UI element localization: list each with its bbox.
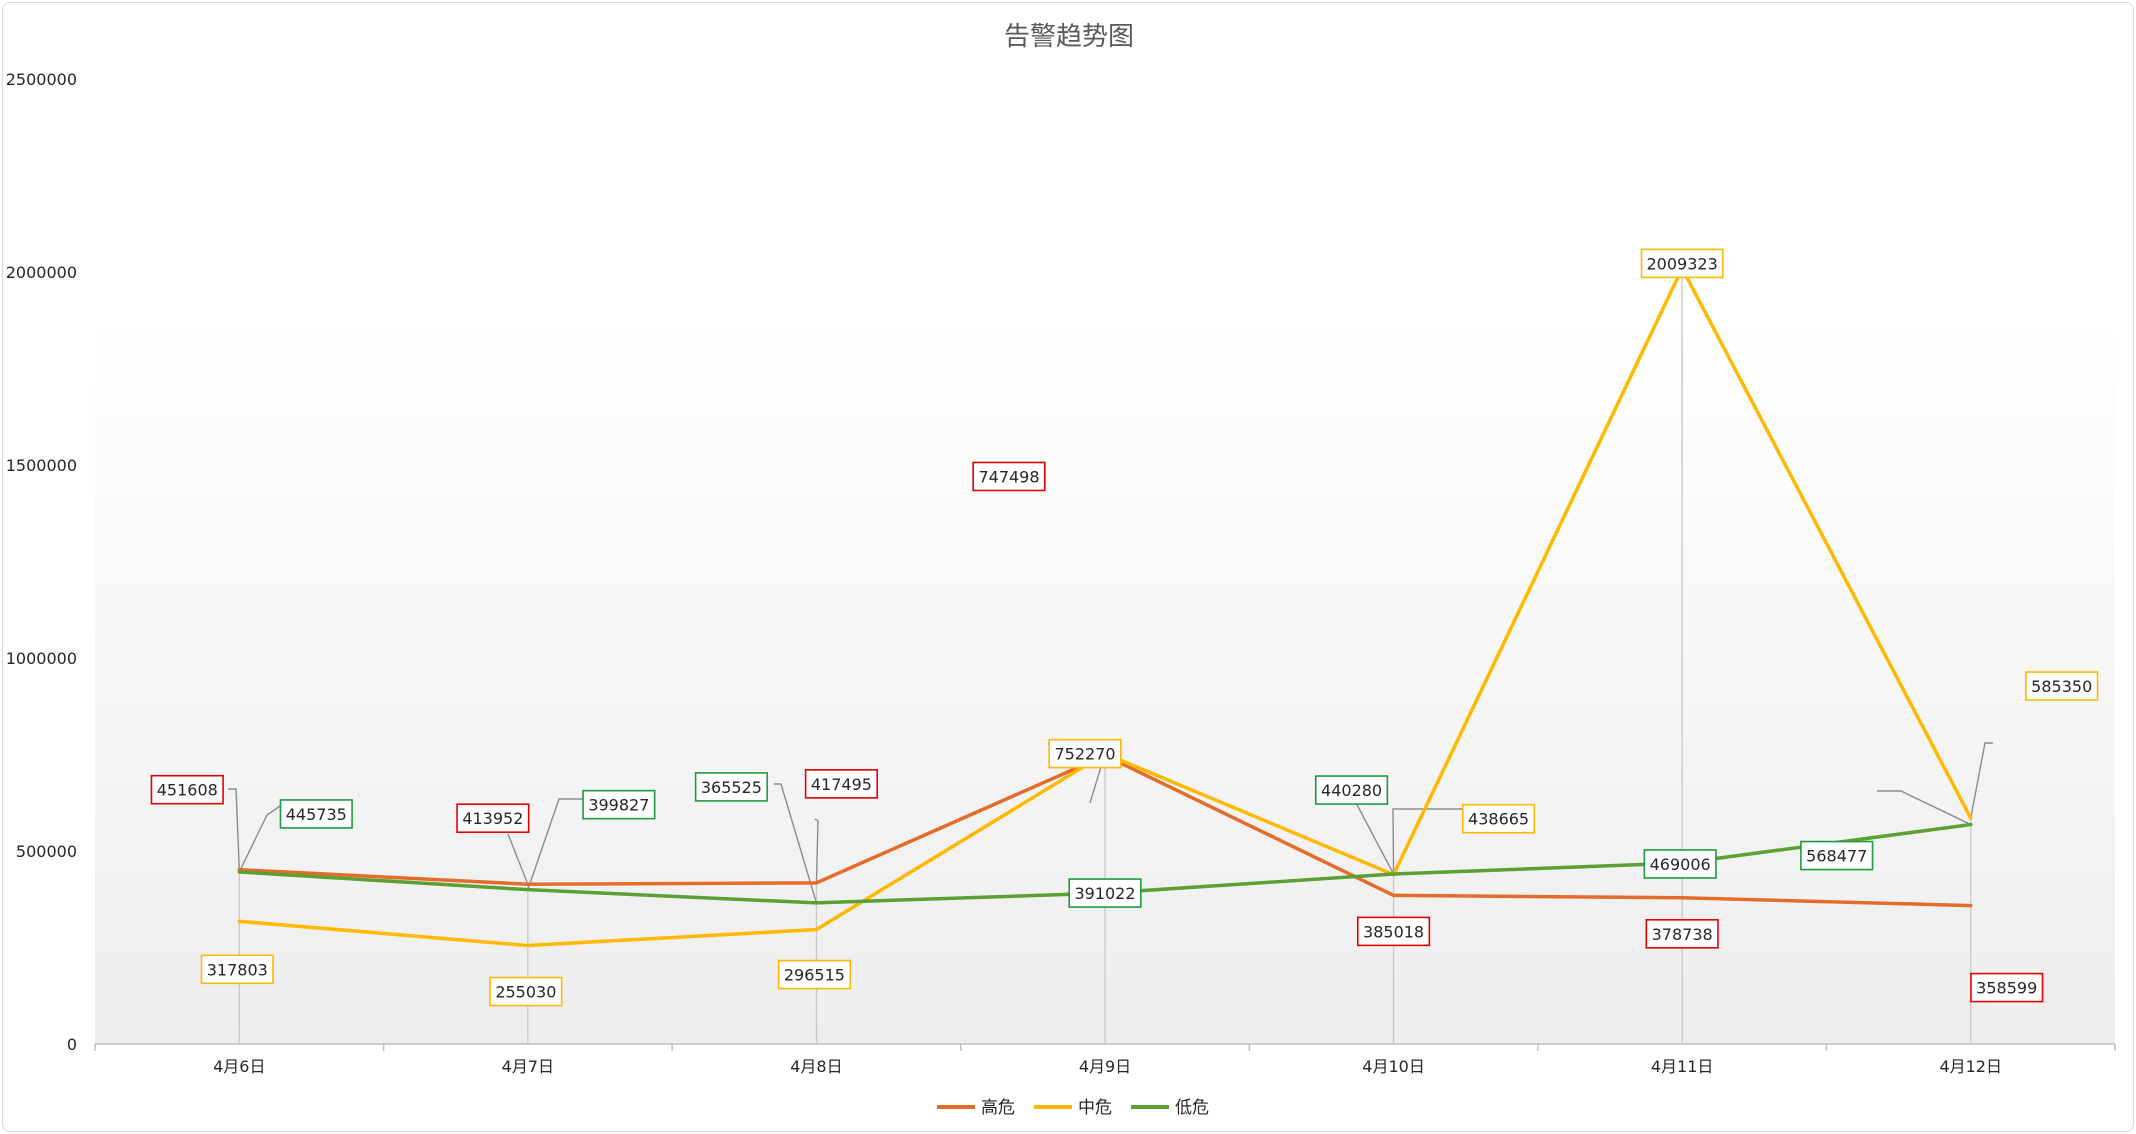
x-tick-label: 4月10日 bbox=[1362, 1057, 1425, 1076]
data-label-box bbox=[489, 976, 563, 1007]
data-label-text: 365525 bbox=[701, 778, 762, 797]
data-label-box bbox=[1048, 738, 1122, 769]
data-label-text: 399827 bbox=[588, 796, 649, 815]
data-label: 568477 bbox=[1800, 840, 1874, 871]
leader-line bbox=[814, 818, 819, 883]
data-label: 385018 bbox=[1356, 916, 1431, 947]
data-label-box bbox=[777, 959, 852, 990]
data-label-text: 451608 bbox=[157, 781, 218, 800]
data-label-box bbox=[2025, 671, 2099, 701]
leader-line bbox=[1877, 790, 1972, 826]
data-label-box bbox=[694, 772, 769, 802]
data-label: 255030 bbox=[489, 976, 563, 1007]
leader-line bbox=[774, 783, 818, 904]
data-label-text: 378738 bbox=[1652, 925, 1713, 944]
data-label: 747498 bbox=[972, 461, 1046, 492]
data-label-text: 445735 bbox=[286, 805, 347, 824]
x-tick-label: 4月8日 bbox=[790, 1057, 842, 1076]
y-tick-label: 2000000 bbox=[6, 263, 77, 282]
data-label: 358599 bbox=[1970, 972, 2044, 1003]
legend-label: 高危 bbox=[981, 1098, 1015, 1118]
data-label: 417495 bbox=[804, 769, 879, 799]
data-label: 440280 bbox=[1314, 775, 1389, 805]
x-tick-label: 4月6日 bbox=[213, 1057, 265, 1076]
data-label-text: 417495 bbox=[811, 775, 872, 794]
leader-line bbox=[228, 788, 240, 870]
y-tick-label: 0 bbox=[67, 1035, 77, 1054]
data-label-box bbox=[1645, 919, 1719, 949]
data-label-box bbox=[1068, 878, 1142, 908]
data-label-box bbox=[1314, 775, 1389, 805]
data-label-box bbox=[972, 461, 1046, 492]
data-label-text: 385018 bbox=[1363, 922, 1424, 941]
y-tick-label: 500000 bbox=[16, 842, 77, 861]
line-chart: 告警趋势图 0 500000 1000000 1500000 2000000 250000… bbox=[6, 22, 2116, 1118]
data-label: 451608 bbox=[150, 774, 224, 805]
data-label-text: 255030 bbox=[495, 983, 556, 1002]
data-label-text: 585350 bbox=[2031, 677, 2092, 696]
data-label-text: 438665 bbox=[1468, 810, 1529, 829]
data-label-text: 752270 bbox=[1054, 745, 1115, 764]
data-label-text: 296515 bbox=[784, 966, 845, 985]
data-label: 438665 bbox=[1461, 803, 1536, 834]
legend: 高危 中危 低危 bbox=[937, 1098, 1209, 1118]
data-label: 296515 bbox=[777, 959, 852, 990]
data-label-text: 440280 bbox=[1321, 781, 1382, 800]
legend-label: 低危 bbox=[1175, 1098, 1209, 1118]
data-label-box bbox=[804, 769, 879, 799]
data-label-text: 413952 bbox=[462, 809, 523, 828]
data-label-box bbox=[1970, 972, 2044, 1003]
data-labels: 451608 413952 417495 747498 385018 378738 3585… bbox=[150, 248, 2099, 1007]
y-tick-label: 1000000 bbox=[6, 649, 77, 668]
data-label-text: 317803 bbox=[207, 960, 268, 979]
data-label: 413952 bbox=[456, 803, 530, 834]
legend-label: 中危 bbox=[1078, 1098, 1112, 1118]
x-tick-label: 4月7日 bbox=[502, 1057, 554, 1076]
data-label-text: 2009323 bbox=[1647, 254, 1718, 273]
data-label-box bbox=[150, 774, 224, 805]
data-label-box bbox=[1640, 248, 1724, 279]
data-label: 378738 bbox=[1645, 919, 1719, 949]
data-label-text: 391022 bbox=[1074, 884, 1135, 903]
leader-line bbox=[238, 803, 284, 873]
data-label-box bbox=[1461, 803, 1536, 834]
x-tick-label: 4月12日 bbox=[1939, 1057, 2002, 1076]
data-label-box bbox=[1643, 849, 1717, 879]
data-label-text: 747498 bbox=[978, 467, 1039, 486]
y-tick-label: 2500000 bbox=[6, 70, 77, 89]
data-label-box bbox=[200, 954, 274, 985]
x-axis: 4月6日 4月7日 4月8日 4月9日 4月10日 4月11日 4月12日 bbox=[94, 1043, 2116, 1076]
data-label: 585350 bbox=[2025, 671, 2099, 701]
data-label-text: 568477 bbox=[1806, 847, 1867, 866]
data-label: 317803 bbox=[200, 954, 274, 985]
x-tick-label: 4月9日 bbox=[1079, 1057, 1131, 1076]
data-label: 399827 bbox=[582, 789, 656, 820]
data-label: 2009323 bbox=[1640, 248, 1724, 279]
data-label-box bbox=[456, 803, 530, 834]
leader-line bbox=[507, 833, 529, 885]
data-label-box bbox=[1800, 840, 1874, 871]
y-tick-label: 1500000 bbox=[6, 456, 77, 475]
data-label-box bbox=[279, 799, 353, 829]
data-label: 752270 bbox=[1048, 738, 1122, 769]
data-label-text: 469006 bbox=[1650, 855, 1711, 874]
data-label: 391022 bbox=[1068, 878, 1142, 908]
x-tick-label: 4月11日 bbox=[1651, 1057, 1714, 1076]
leader-line bbox=[1353, 798, 1395, 875]
leader-line bbox=[1970, 742, 1993, 819]
chart-title: 告警趋势图 bbox=[1004, 22, 1134, 52]
data-label-box bbox=[582, 789, 656, 820]
data-label: 469006 bbox=[1643, 849, 1717, 879]
data-label: 365525 bbox=[694, 772, 769, 802]
leader-line bbox=[527, 798, 583, 890]
data-label-text: 358599 bbox=[1976, 979, 2037, 998]
data-label: 445735 bbox=[279, 799, 353, 829]
data-label-box bbox=[1356, 916, 1431, 947]
y-axis: 0 500000 1000000 1500000 2000000 2500000 bbox=[6, 70, 77, 1054]
leader-line bbox=[1392, 808, 1465, 875]
